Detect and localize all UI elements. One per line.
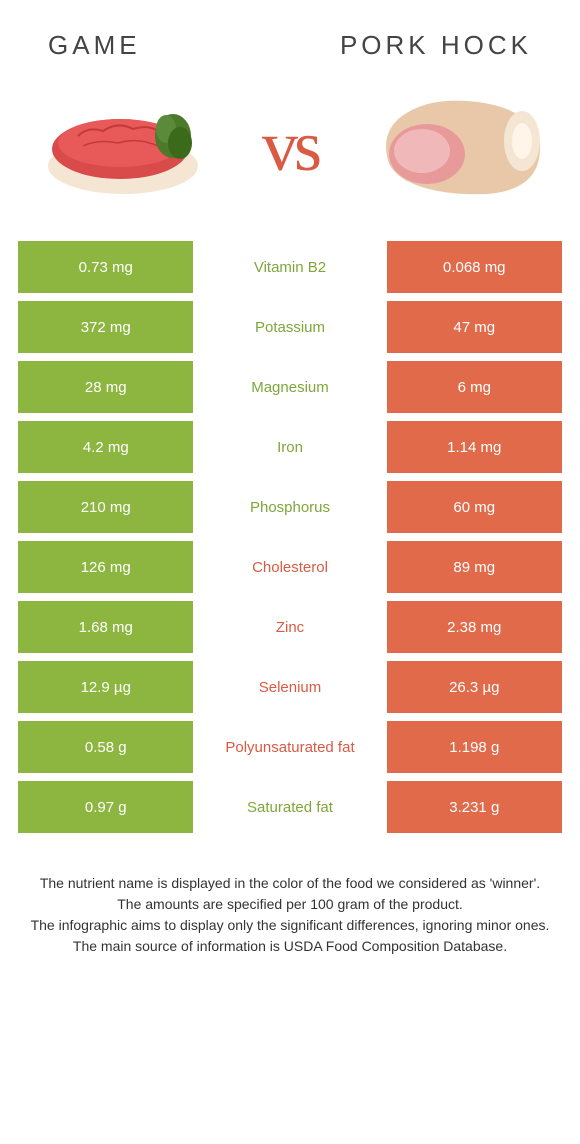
left-value: 0.58 g — [18, 721, 193, 773]
right-value: 1.198 g — [387, 721, 562, 773]
right-value: 3.231 g — [387, 781, 562, 833]
table-row: 1.68 mgZinc2.38 mg — [18, 601, 562, 653]
left-value: 12.9 µg — [18, 661, 193, 713]
left-food-title: Game — [48, 30, 141, 61]
right-food-title: Pork hock — [340, 30, 532, 61]
right-value: 26.3 µg — [387, 661, 562, 713]
right-value: 89 mg — [387, 541, 562, 593]
nutrient-label: Phosphorus — [193, 481, 386, 533]
footer-note: The nutrient name is displayed in the co… — [18, 873, 562, 957]
table-row: 4.2 mgIron1.14 mg — [18, 421, 562, 473]
table-row: 126 mgCholesterol89 mg — [18, 541, 562, 593]
right-value: 60 mg — [387, 481, 562, 533]
table-row: 12.9 µgSelenium26.3 µg — [18, 661, 562, 713]
table-row: 372 mgPotassium47 mg — [18, 301, 562, 353]
vs-label: vs — [262, 105, 318, 188]
table-row: 0.58 gPolyunsaturated fat1.198 g — [18, 721, 562, 773]
nutrient-label: Zinc — [193, 601, 386, 653]
right-value: 6 mg — [387, 361, 562, 413]
right-food-image — [362, 81, 552, 211]
table-row: 210 mgPhosphorus60 mg — [18, 481, 562, 533]
footer-line-1: The nutrient name is displayed in the co… — [28, 873, 552, 894]
left-value: 210 mg — [18, 481, 193, 533]
nutrient-label: Iron — [193, 421, 386, 473]
nutrient-label: Potassium — [193, 301, 386, 353]
right-value: 47 mg — [387, 301, 562, 353]
left-value: 0.97 g — [18, 781, 193, 833]
nutrient-label: Vitamin B2 — [193, 241, 386, 293]
comparison-table: 0.73 mgVitamin B20.068 mg 372 mgPotassium… — [18, 241, 562, 833]
table-row: 28 mgMagnesium6 mg — [18, 361, 562, 413]
footer-line-4: The main source of information is USDA F… — [28, 936, 552, 957]
left-value: 1.68 mg — [18, 601, 193, 653]
left-value: 0.73 mg — [18, 241, 193, 293]
nutrient-label: Selenium — [193, 661, 386, 713]
right-value: 1.14 mg — [387, 421, 562, 473]
left-value: 372 mg — [18, 301, 193, 353]
footer-line-3: The infographic aims to display only the… — [28, 915, 552, 936]
nutrient-label: Cholesterol — [193, 541, 386, 593]
right-value: 2.38 mg — [387, 601, 562, 653]
footer-line-2: The amounts are specified per 100 gram o… — [28, 894, 552, 915]
nutrient-label: Magnesium — [193, 361, 386, 413]
left-value: 4.2 mg — [18, 421, 193, 473]
images-row: vs — [18, 81, 562, 241]
left-value: 28 mg — [18, 361, 193, 413]
header: Game Pork hock — [18, 20, 562, 81]
nutrient-label: Saturated fat — [193, 781, 386, 833]
left-value: 126 mg — [18, 541, 193, 593]
right-value: 0.068 mg — [387, 241, 562, 293]
table-row: 0.73 mgVitamin B20.068 mg — [18, 241, 562, 293]
nutrient-label: Polyunsaturated fat — [193, 721, 386, 773]
table-row: 0.97 gSaturated fat3.231 g — [18, 781, 562, 833]
left-food-image — [28, 81, 218, 211]
